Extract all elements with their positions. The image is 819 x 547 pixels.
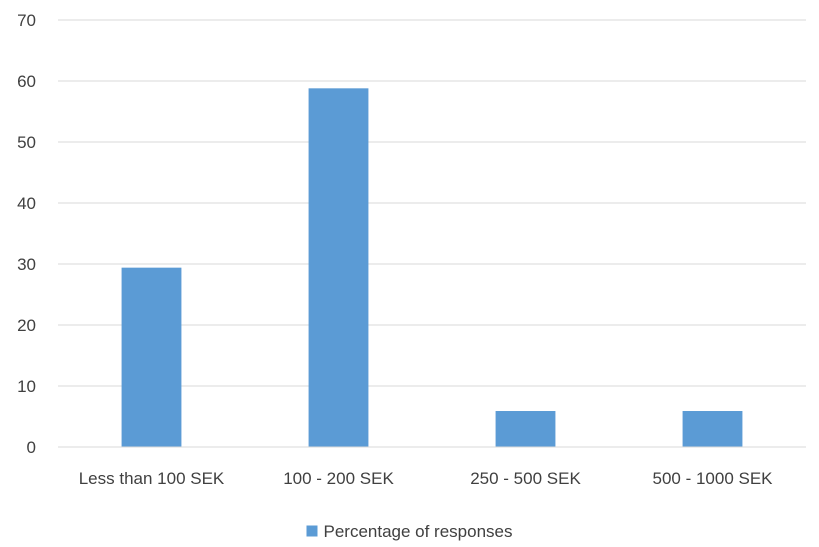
gridlines (58, 19, 806, 387)
bar (308, 88, 369, 447)
legend-swatch (306, 525, 318, 537)
y-axis-tick-labels: 0 10 20 30 40 50 60 70 (17, 11, 36, 457)
legend: Percentage of responses (306, 522, 513, 541)
x-axis-tick-labels: Less than 100 SEK 100 - 200 SEK 250 - 500 … (79, 469, 773, 488)
bar (682, 411, 743, 447)
bar (121, 267, 182, 447)
y-tick-label: 20 (17, 316, 36, 335)
y-tick-label: 40 (17, 194, 36, 213)
y-tick-label: 50 (17, 133, 36, 152)
bars (121, 88, 743, 447)
y-tick-label: 10 (17, 377, 36, 396)
y-tick-label: 60 (17, 72, 36, 91)
x-tick-label: Less than 100 SEK (79, 469, 225, 488)
y-tick-label: 0 (27, 438, 36, 457)
legend-label: Percentage of responses (323, 522, 512, 541)
x-tick-label: 500 - 1000 SEK (652, 469, 773, 488)
x-tick-label: 100 - 200 SEK (283, 469, 394, 488)
bar (495, 411, 556, 447)
x-tick-label: 250 - 500 SEK (470, 469, 581, 488)
y-tick-label: 70 (17, 11, 36, 30)
y-tick-label: 30 (17, 255, 36, 274)
